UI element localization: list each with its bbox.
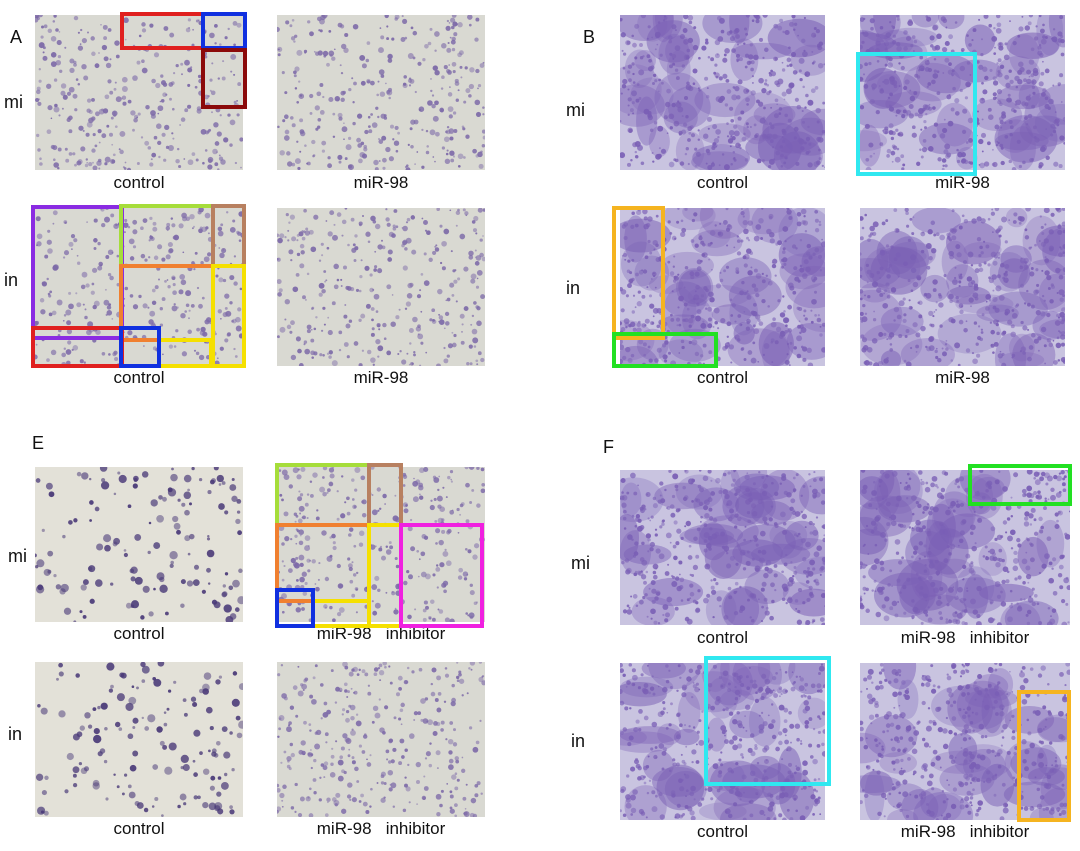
panel-e-label: E <box>32 433 45 453</box>
panel-e-micrograph-in-control <box>35 662 243 817</box>
cell-stain-texture <box>277 208 485 366</box>
cell-stain-texture <box>860 663 1070 820</box>
cell-stain-texture <box>860 208 1065 366</box>
panel-a-micrograph-in-control <box>35 208 243 366</box>
panel-e-caption-mi-control: control <box>113 624 165 643</box>
panel-e-micrograph-mi-inhibitor <box>277 467 485 622</box>
panel-e-row-mi-label: mi <box>8 546 27 566</box>
panel-e-micrograph-in-inhibitor <box>277 662 485 817</box>
panel-f-micrograph-in-control <box>620 663 825 820</box>
panel-f-label: F <box>603 437 614 457</box>
panel-f-micrograph-mi-inhibitor <box>860 470 1070 625</box>
cell-stain-texture <box>277 467 485 622</box>
panel-f-row-in-label: in <box>571 731 586 751</box>
panel-a-caption-in-mir98: miR-98 <box>353 368 409 387</box>
panel-b-row-mi-label: mi <box>566 100 585 120</box>
panel-e-caption-in-inhibitor: miR-98 inhibitor <box>316 819 446 838</box>
panel-b-micrograph-in-control <box>620 208 825 366</box>
cell-stain-texture <box>277 15 485 170</box>
cell-stain-texture <box>277 662 485 817</box>
panel-e-micrograph-mi-control <box>35 467 243 622</box>
panel-a-micrograph-mi-mir98 <box>277 15 485 170</box>
panel-a-micrograph-in-mir98 <box>277 208 485 366</box>
panel-a-label: A <box>10 27 23 47</box>
panel-f-caption-mi-control: control <box>696 628 749 647</box>
panel-a-caption-mi-mir98: miR-98 <box>353 173 409 192</box>
panel-b-row-in-label: in <box>566 278 581 298</box>
panel-a-caption-in-control: control <box>113 368 165 387</box>
panel-b-caption-in-mir98: miR-98 <box>935 368 990 387</box>
panel-a-caption-mi-control: control <box>113 173 165 192</box>
panel-f-caption-in-control: control <box>696 822 749 841</box>
panel-f-micrograph-in-inhibitor <box>860 663 1070 820</box>
panel-b-caption-mi-mir98: miR-98 <box>935 173 990 192</box>
cell-stain-texture <box>860 470 1070 625</box>
panel-a-row-mi-label: mi <box>4 92 23 112</box>
panel-b-caption-in-control: control <box>696 368 749 387</box>
panel-b-label: B <box>583 27 596 47</box>
cell-stain-texture <box>860 15 1065 170</box>
panel-b-micrograph-mi-mir98 <box>860 15 1065 170</box>
panel-e-caption-mi-inhibitor: miR-98 inhibitor <box>316 624 446 643</box>
panel-b-caption-mi-control: control <box>696 173 749 192</box>
cell-stain-texture <box>35 467 243 622</box>
cell-stain-texture <box>620 663 825 820</box>
cell-stain-texture <box>35 208 243 366</box>
panel-a-micrograph-mi-control <box>35 15 243 170</box>
cell-stain-texture <box>620 470 825 625</box>
panel-e-row-in-label: in <box>8 724 23 744</box>
cell-stain-texture <box>35 662 243 817</box>
cell-stain-texture <box>620 208 825 366</box>
cell-stain-texture <box>620 15 825 170</box>
panel-f-caption-in-inhibitor: miR-98 inhibitor <box>900 822 1030 841</box>
panel-b-micrograph-in-mir98 <box>860 208 1065 366</box>
panel-f-caption-mi-inhibitor: miR-98 inhibitor <box>900 628 1030 647</box>
panel-e-caption-in-control: control <box>113 819 165 838</box>
panel-f-row-mi-label: mi <box>571 553 590 573</box>
panel-a-row-in-label: in <box>4 270 19 290</box>
panel-b-micrograph-mi-control <box>620 15 825 170</box>
panel-f-micrograph-mi-control <box>620 470 825 625</box>
cell-stain-texture <box>35 15 243 170</box>
